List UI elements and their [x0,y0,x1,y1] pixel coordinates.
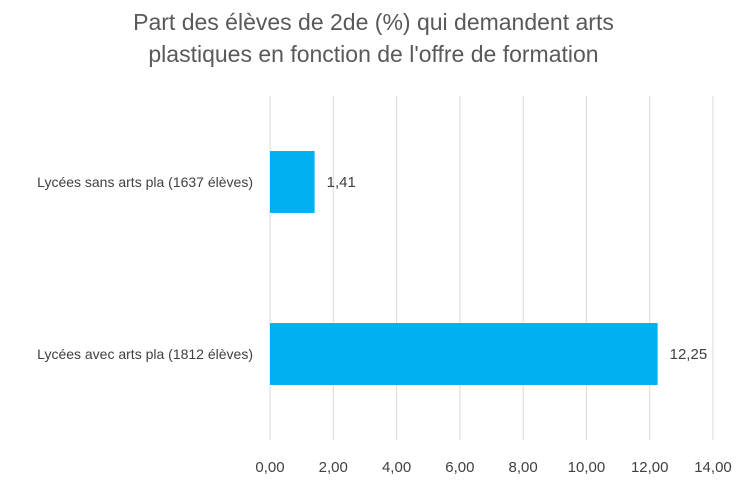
bar-1 [270,323,658,385]
chart-title: Part des élèves de 2de (%) qui demandent… [0,6,747,70]
data-label-0: 1,41 [327,174,356,191]
x-tick-label-3: 6,00 [445,459,474,476]
x-tick-label-1: 2,00 [319,459,348,476]
category-label-0: Lycées sans arts pla (1637 élèves) [37,174,253,190]
data-label-1: 12,25 [670,346,708,363]
chart-title-line-2: plastiques en fonction de l'offre de for… [148,41,599,67]
category-label-1: Lycées avec arts pla (1812 élèves) [37,346,253,362]
bar-0 [270,151,315,213]
x-tick-label-2: 4,00 [382,459,411,476]
chart-title-line-1: Part des élèves de 2de (%) qui demandent… [133,9,614,35]
x-tick-label-5: 10,00 [568,459,606,476]
x-tick-label-4: 8,00 [509,459,538,476]
x-tick-label-7: 14,00 [694,459,732,476]
x-tick-label-6: 12,00 [631,459,669,476]
x-tick-label-0: 0,00 [255,459,284,476]
